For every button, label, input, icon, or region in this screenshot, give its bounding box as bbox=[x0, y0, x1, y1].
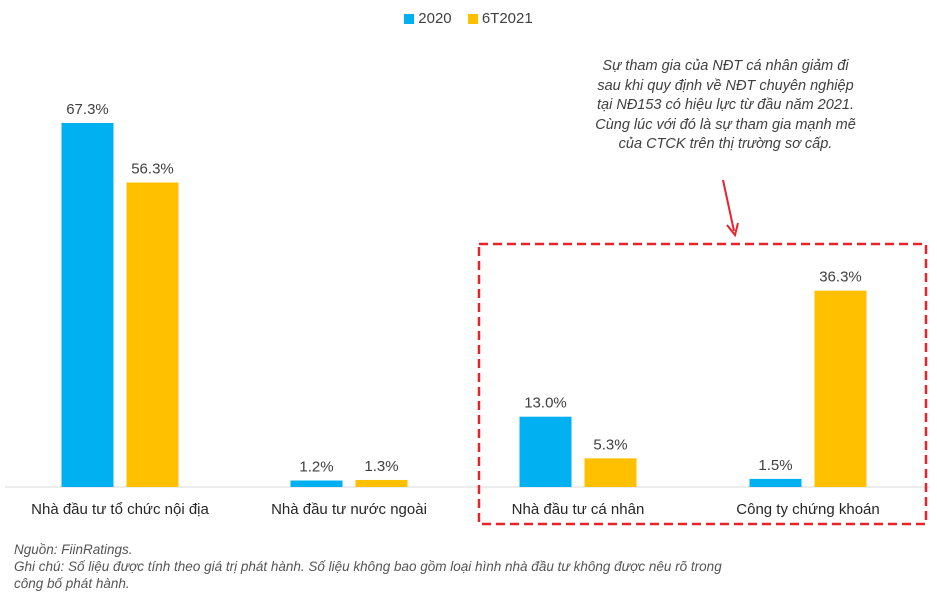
bar-2020-nha-dau-tu-ca-nhan bbox=[519, 416, 572, 487]
category-label-nha-dau-tu-ca-nhan: Nhà đầu tư cá nhân bbox=[512, 501, 645, 518]
value-label-6t2021-cong-ty-chung-khoan: 36.3% bbox=[819, 269, 862, 286]
value-label-6t2021-nha-dau-tu-to-chuc-noi-dia: 56.3% bbox=[131, 160, 174, 177]
annotation-arrow bbox=[722, 179, 739, 238]
value-label-2020-nha-dau-tu-nuoc-ngoai: 1.2% bbox=[299, 459, 333, 476]
legend-label-2020: 2020 bbox=[418, 10, 452, 27]
annotation-line-5: của CTCK trên thị trường sơ cấp. bbox=[618, 136, 833, 152]
bar-6t2021-cong-ty-chung-khoan bbox=[814, 290, 867, 487]
note-line-2: công bố phát hành. bbox=[14, 576, 130, 591]
arrow-shaft bbox=[722, 179, 735, 232]
value-label-2020-nha-dau-tu-ca-nhan: 13.0% bbox=[524, 395, 567, 412]
arrow-head bbox=[726, 222, 739, 238]
value-label-2020-nha-dau-tu-to-chuc-noi-dia: 67.3% bbox=[66, 101, 109, 118]
annotation-text: Sự tham gia của NĐT cá nhân giảm đi sau … bbox=[548, 57, 903, 155]
legend-item-2020: 2020 bbox=[404, 10, 452, 27]
bar-chart: 67.3% 56.3% 1.2% 1.3% 13.0% 5.3% 1.5% 36.3% Nhà… bbox=[5, 101, 930, 526]
value-label-6t2021-nha-dau-tu-nuoc-ngoai: 1.3% bbox=[364, 458, 398, 475]
source-note: Nguồn: FiinRatings. bbox=[14, 542, 133, 557]
legend-label-6t2021: 6T2021 bbox=[481, 10, 533, 27]
bar-6t2021-nha-dau-tu-to-chuc-noi-dia bbox=[126, 182, 179, 487]
annotation-line-4: Cùng lúc với đó là sự tham gia mạnh mẽ bbox=[595, 116, 856, 133]
bar-6t2021-nha-dau-tu-nuoc-ngoai bbox=[355, 479, 408, 487]
bar-2020-nha-dau-tu-to-chuc-noi-dia bbox=[61, 123, 114, 487]
note-line-1: Ghi chú: Số liệu được tính theo giá trị … bbox=[14, 559, 722, 574]
category-label-nha-dau-tu-to-chuc-noi-dia: Nhà đầu tư tổ chức nội địa bbox=[31, 501, 209, 518]
bar-2020-cong-ty-chung-khoan bbox=[749, 478, 802, 487]
legend-swatch-2020 bbox=[404, 13, 415, 24]
bar-2020-nha-dau-tu-nuoc-ngoai bbox=[290, 480, 343, 487]
value-label-2020-cong-ty-chung-khoan: 1.5% bbox=[758, 457, 792, 474]
annotation-line-3: tại NĐ153 có hiệu lực từ đầu năm 2021. bbox=[597, 97, 854, 113]
category-label-cong-ty-chung-khoan: Công ty chứng khoán bbox=[736, 501, 879, 518]
legend-item-6t2021: 6T2021 bbox=[467, 10, 533, 27]
legend-swatch-6t2021 bbox=[467, 13, 478, 24]
chart-footer: Nguồn: FiinRatings. Ghi chú: Số liệu đượ… bbox=[14, 541, 914, 592]
annotation-line-2: sau khi quy định về NĐT chuyên nghiệp bbox=[597, 77, 854, 94]
category-label-nha-dau-tu-nuoc-ngoai: Nhà đầu tư nước ngoài bbox=[271, 501, 427, 518]
value-label-6t2021-nha-dau-tu-ca-nhan: 5.3% bbox=[593, 436, 627, 453]
bar-6t2021-nha-dau-tu-ca-nhan bbox=[584, 458, 637, 487]
annotation-line-1: Sự tham gia của NĐT cá nhân giảm đi bbox=[602, 58, 849, 74]
chart-legend: 2020 6T2021 bbox=[0, 10, 937, 28]
